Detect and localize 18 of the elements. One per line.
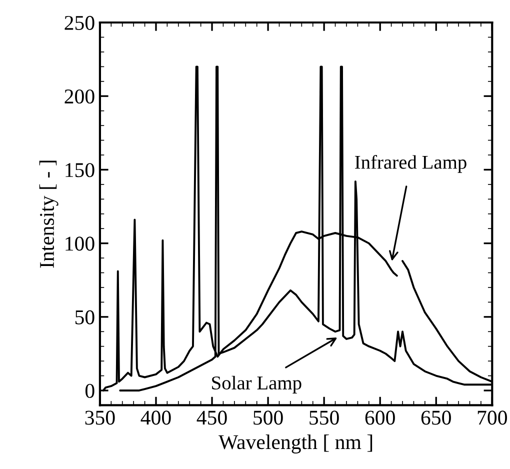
x-tick-label: 500 <box>254 410 283 425</box>
x-tick-label: 650 <box>421 410 451 425</box>
annotation: Infrared Lamp <box>355 154 466 173</box>
x-tick-label: 400 <box>140 410 171 425</box>
y-tick-label: 0 <box>85 384 94 398</box>
y-axis-title: Intensity [ - ] <box>39 160 58 268</box>
y-tick-label: 150 <box>66 163 94 178</box>
y-tick-label: 200 <box>64 89 94 104</box>
x-axis-title: Wavelength [ nm ] <box>218 434 372 454</box>
x-tick-label: 700 <box>478 410 507 425</box>
x-tick-label: 550 <box>310 410 339 425</box>
y-tick-label: 50 <box>75 310 94 324</box>
x-tick-label: 350 <box>85 410 115 425</box>
y-tick-label: 250 <box>64 16 94 30</box>
annotation: Solar Lamp <box>212 376 302 394</box>
x-tick-label: 450 <box>196 410 227 425</box>
x-tick-label: 600 <box>365 410 395 425</box>
y-tick-label: 100 <box>66 236 94 251</box>
